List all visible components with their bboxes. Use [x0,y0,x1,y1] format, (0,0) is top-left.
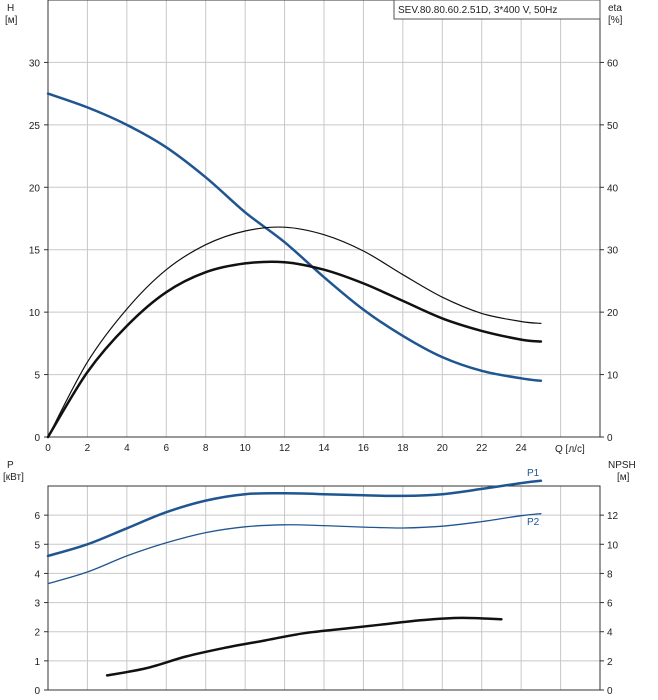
p2-series-label: P2 [527,517,540,528]
bottom-left-tick-labels: 0 1 2 3 4 5 6 [34,511,48,697]
y-right-tick-label: 30 [607,246,619,257]
h-curve [46,92,543,383]
x-tick-label: 2 [85,443,91,454]
y-left-tick-label: 0 [34,686,40,697]
p-axis-label: P [7,460,14,471]
y-left-tick-label: 1 [34,657,40,668]
y-left-tick-label: 4 [34,569,40,580]
p1-series-label: P1 [527,468,540,479]
y-left-tick-label: 3 [34,599,40,610]
x-tick-label: 10 [240,443,252,454]
y-right-tick-label: 10 [607,371,619,382]
y-left-tick-label: 15 [29,246,41,257]
y-right-tick-label: 60 [607,58,619,69]
x-tick-label: 4 [124,443,130,454]
y-left-tick-label: 2 [34,628,40,639]
x-tick-label: 16 [358,443,370,454]
npsh-curve [105,616,503,677]
y-right-tick-label: 40 [607,183,619,194]
npsh-axis-unit: [м] [617,472,630,483]
x-tick-label: 22 [476,443,488,454]
top-series [46,92,543,439]
y-left-tick-label: 5 [34,540,40,551]
y-left-tick-label: 10 [29,308,41,319]
p1-curve [46,479,543,558]
top-grid [48,0,600,437]
y-right-tick-label: 10 [607,540,619,551]
x-tick-label: 18 [397,443,409,454]
y-left-tick-label: 30 [29,58,41,69]
h-axis-unit: [м] [5,15,18,26]
x-tick-label: 6 [164,443,170,454]
bottom-series [46,479,543,677]
y-left-tick-label: 0 [34,433,40,444]
x-tick-label: 8 [203,443,209,454]
p-axis-unit: [кВт] [3,472,24,483]
y-right-tick-label: 2 [607,657,613,668]
x-tick-label: 12 [279,443,291,454]
y-right-tick-label: 50 [607,121,619,132]
top-left-tick-labels: 0 5 10 15 20 25 30 [29,58,48,444]
eta-thick-curve [46,260,543,439]
eta-thin-curve [47,226,542,438]
model-label: SEV.80.80.60.2.51D, 3*400 V, 50Hz [398,5,557,16]
bottom-right-tick-labels: 0 2 4 6 8 10 12 [600,511,619,697]
y-right-tick-label: 20 [607,308,619,319]
bottom-plot-frame [47,485,601,691]
eta-axis-label: eta [608,3,622,14]
eta-axis-unit: [%] [608,15,623,26]
y-right-tick-label: 4 [607,628,613,639]
npsh-axis-label: NPSH [608,460,636,471]
y-right-tick-label: 8 [607,569,613,580]
x-tick-label: 14 [318,443,330,454]
q-axis-label: Q [л/с] [555,444,585,455]
model-label-box [393,0,601,20]
y-right-tick-label: 0 [607,686,613,697]
y-left-tick-label: 25 [29,121,41,132]
y-left-tick-label: 20 [29,183,41,194]
y-left-tick-label: 6 [34,511,40,522]
top-right-tick-labels: 0 10 20 30 40 50 60 [600,58,619,444]
h-axis-label: H [7,3,14,14]
y-right-tick-label: 12 [607,511,619,522]
x-tick-label: 20 [437,443,449,454]
x-tick-label: 0 [45,443,51,454]
y-right-tick-label: 0 [607,433,613,444]
y-right-tick-label: 6 [607,599,613,610]
top-plot-frame [47,0,601,438]
top-x-tick-labels: 0 2 4 6 8 10 12 14 16 18 20 22 24 [45,443,527,454]
y-left-tick-label: 5 [34,371,40,382]
p2-curve [47,513,542,585]
x-tick-label: 24 [516,443,528,454]
